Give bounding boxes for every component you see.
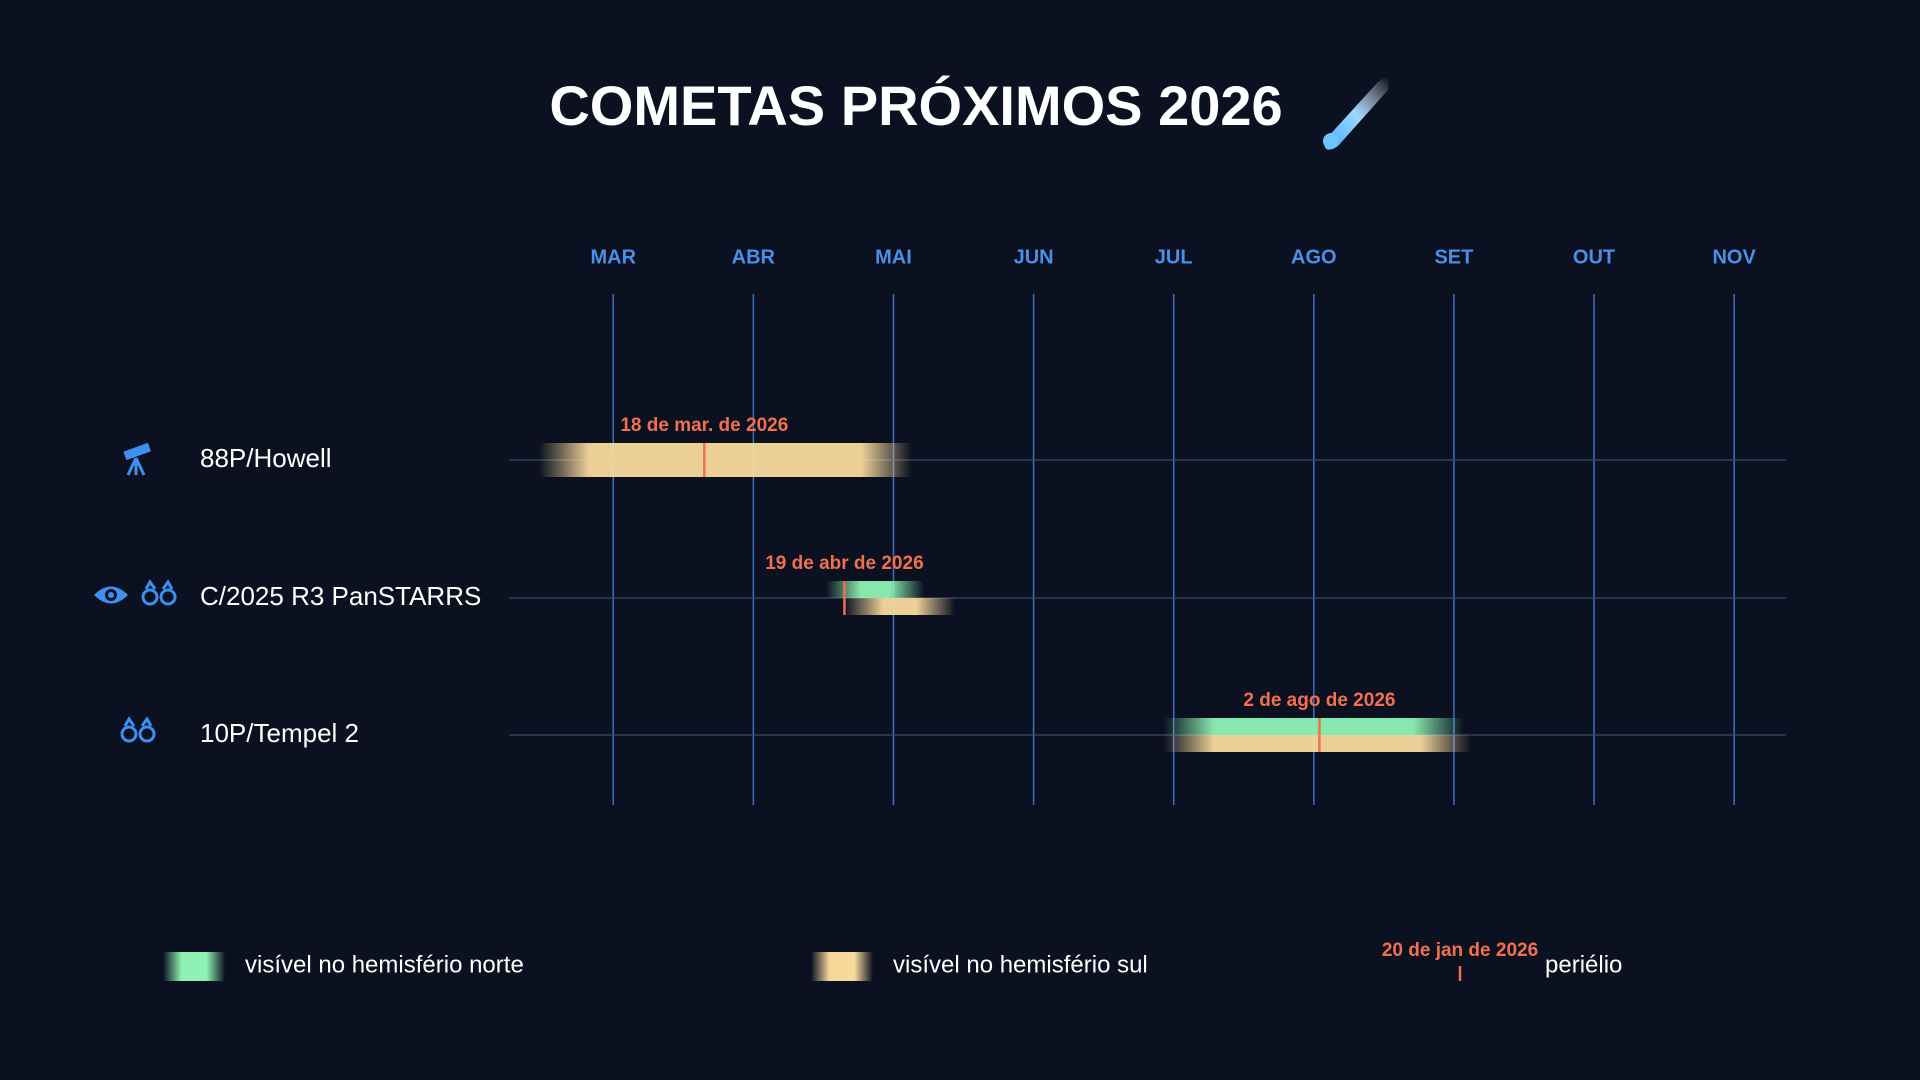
perihelion-label: 19 de abr de 2026: [765, 553, 923, 574]
row-label: 10P/Tempel 2: [200, 718, 359, 748]
row-label: 88P/Howell: [200, 443, 332, 473]
legend-swatch: [811, 952, 873, 981]
perihelion-label: 18 de mar. de 2026: [620, 415, 788, 436]
x-tick-label: ABR: [732, 246, 776, 268]
legend-swatch: [163, 952, 225, 981]
row-label: C/2025 R3 PanSTARRS: [200, 581, 481, 611]
x-tick-label: SET: [1434, 246, 1473, 268]
x-tick-label: NOV: [1712, 246, 1756, 268]
north-bar: [826, 581, 925, 598]
legend-label: visível no hemisfério sul: [893, 951, 1148, 978]
x-tick-label: AGO: [1291, 246, 1337, 268]
eye-icon: [94, 586, 128, 604]
x-tick-label: JUN: [1014, 246, 1054, 268]
north-bar: [1163, 718, 1464, 735]
legend-perihelion-example: 20 de jan de 2026: [1382, 940, 1538, 961]
legend-label: periélio: [1545, 951, 1622, 978]
x-tick-label: MAI: [875, 246, 912, 268]
south-bar: [538, 443, 912, 477]
binoculars-icon: [141, 579, 177, 606]
perihelion-label: 2 de ago de 2026: [1243, 690, 1395, 711]
legend-label: visível no hemisfério norte: [245, 951, 524, 978]
x-tick-label: OUT: [1573, 246, 1615, 268]
chart-title: COMETAS PRÓXIMOS 2026: [549, 74, 1282, 137]
telescope-icon: [123, 442, 151, 476]
x-tick-label: MAR: [590, 246, 636, 268]
south-bar: [1163, 735, 1471, 752]
legend: visível no hemisfério norte visível no he…: [163, 940, 1622, 981]
comet-icon: [1323, 78, 1389, 150]
x-tick-label: JUL: [1155, 246, 1193, 268]
south-bar: [844, 598, 956, 615]
binoculars-icon: [120, 716, 156, 743]
